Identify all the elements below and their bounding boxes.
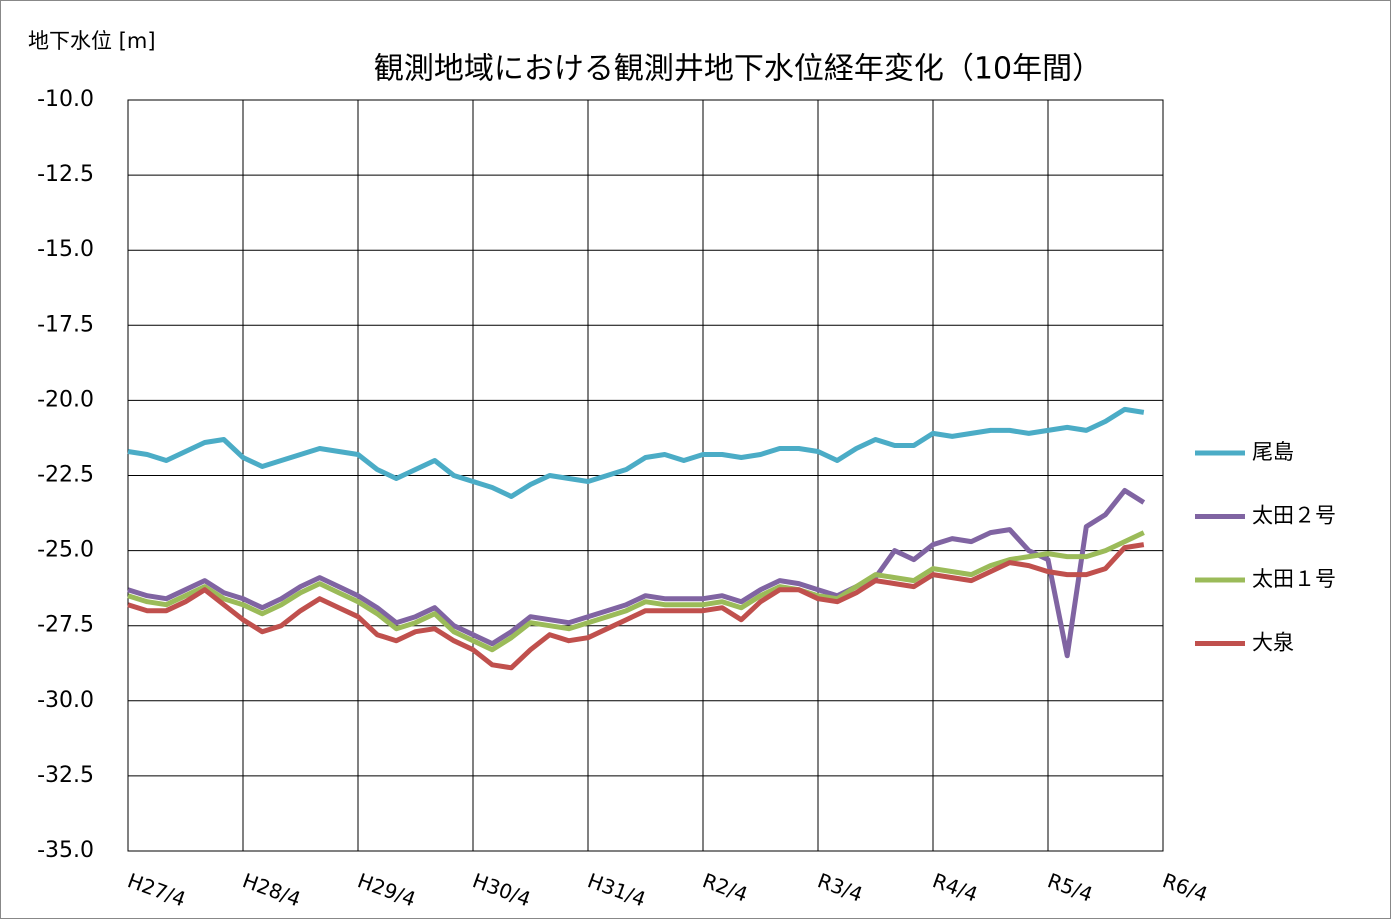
y-tick-label: -25.0 (37, 538, 94, 563)
legend-label: 太田１号 (1252, 567, 1336, 591)
plot-frame (127, 99, 1164, 852)
legend-label: 尾島 (1252, 440, 1294, 464)
y-tick-label: -22.5 (37, 463, 94, 488)
y-tick-label: -20.0 (37, 387, 94, 412)
y-axis-label: 地下水位 [m] (28, 29, 156, 53)
y-tick-label: -35.0 (37, 838, 94, 863)
legend-label: 太田２号 (1252, 504, 1336, 528)
series-line (127, 488, 1146, 659)
y-tick-label: -27.5 (37, 613, 94, 638)
series-line (127, 542, 1145, 671)
y-tick-label: -32.5 (37, 763, 94, 788)
y-tick-label: -15.0 (37, 237, 94, 262)
y-tick-label: -30.0 (37, 688, 94, 713)
chart-title: 観測地域における観測井地下水位経年変化（10年間） (374, 52, 1102, 87)
series-line (127, 406, 1145, 499)
series-line (127, 530, 1145, 653)
y-tick-label: -17.5 (37, 312, 94, 337)
y-tick-label: -10.0 (37, 87, 94, 112)
y-tick-label: -12.5 (37, 162, 94, 187)
legend-label: 大泉 (1252, 631, 1294, 655)
